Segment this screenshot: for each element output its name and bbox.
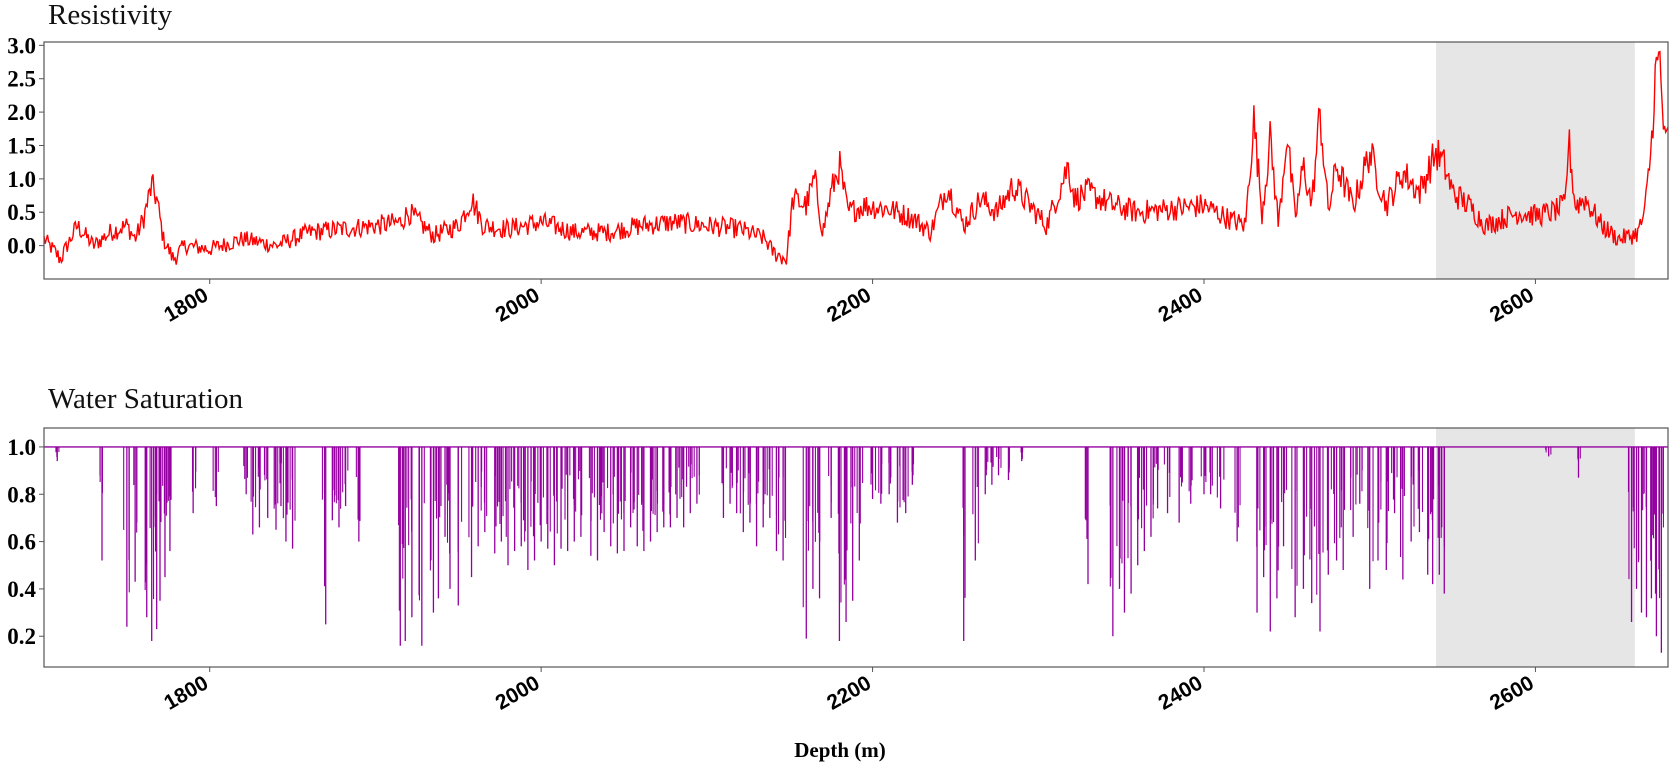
x-tick-label: 2400 — [1155, 283, 1207, 326]
x-tick-label: 2200 — [823, 283, 875, 326]
water-saturation-title: Water Saturation — [48, 383, 243, 415]
highlight-band — [1436, 42, 1635, 279]
x-tick-label: 2200 — [823, 671, 875, 714]
water-saturation-plot-frame — [43, 427, 1669, 668]
resistivity-plot-frame — [43, 41, 1669, 280]
x-axis-label: Depth (m) — [794, 738, 886, 762]
resistivity-line — [43, 50, 1669, 265]
x-tick-label: 2400 — [1155, 671, 1207, 714]
x-tick-label: 2600 — [1486, 671, 1538, 714]
x-tick-label: 1800 — [160, 283, 212, 326]
y-tick-label: 2.0 — [7, 100, 36, 125]
x-tick-label: 2000 — [492, 283, 544, 326]
y-tick-label: 0.4 — [7, 577, 36, 602]
resistivity-panel: Resistivity 0.0 0.5 1.0 1.5 2.0 2.5 3.0 1800 20… — [7, 0, 1669, 327]
highlight-band — [1436, 428, 1635, 667]
y-tick-label: 1.0 — [7, 435, 36, 460]
y-tick-label: 0.6 — [7, 530, 36, 555]
y-tick-label: 3.0 — [7, 33, 36, 58]
y-tick-label: 0.8 — [7, 482, 36, 507]
y-tick-label: 0.2 — [7, 624, 36, 649]
x-tick-label: 2000 — [492, 671, 544, 714]
y-tick-label: 1.5 — [7, 133, 36, 158]
water-saturation-panel: Water Saturation 0.2 0.4 0.6 0.8 1.0 1800 200… — [7, 383, 1669, 715]
y-tick-label: 0.5 — [7, 200, 36, 225]
y-tick-label: 0.0 — [7, 234, 36, 259]
resistivity-title: Resistivity — [48, 0, 173, 31]
x-tick-label: 2600 — [1486, 283, 1538, 326]
x-tick-label: 1800 — [160, 671, 212, 714]
y-tick-label: 1.0 — [7, 167, 36, 192]
y-tick-label: 2.5 — [7, 67, 36, 92]
